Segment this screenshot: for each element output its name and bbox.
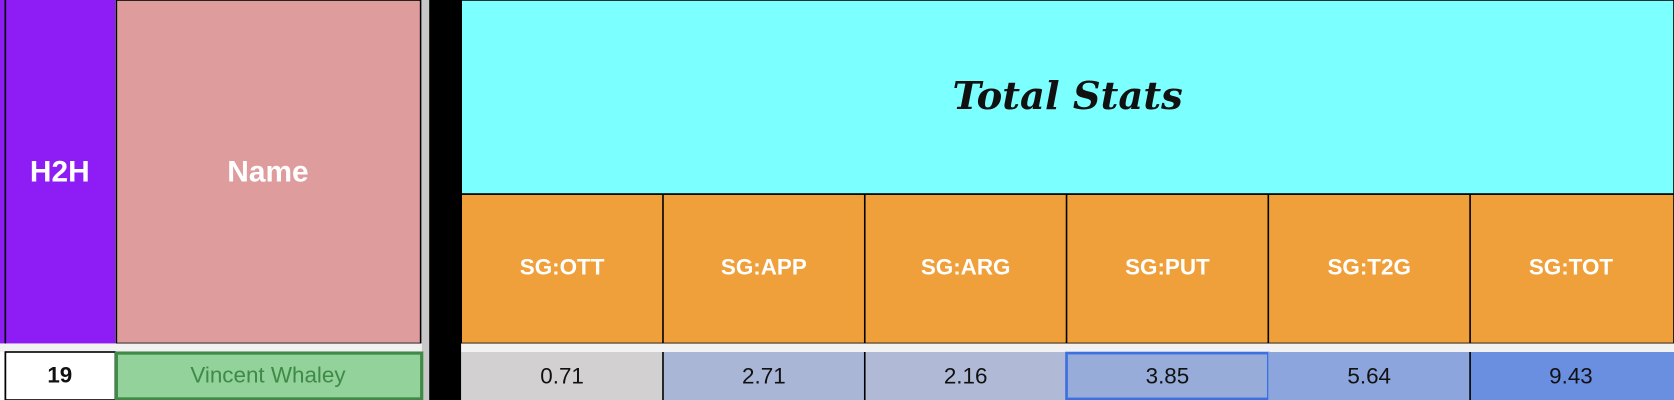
h2h-value: 19 bbox=[47, 362, 72, 387]
column-header-band bbox=[460, 193, 1674, 345]
column-header: SG:APP bbox=[721, 255, 807, 280]
player-name: Vincent Whaley bbox=[190, 362, 346, 387]
row-dividers bbox=[662, 352, 1471, 400]
separator bbox=[421, 0, 430, 400]
h2h-header: H2H bbox=[30, 156, 90, 189]
column-header: SG:PUT bbox=[1125, 255, 1210, 280]
column-header: SG:T2G bbox=[1328, 255, 1411, 280]
stat-value: 2.71 bbox=[742, 364, 786, 389]
stat-value: 5.64 bbox=[1347, 364, 1391, 389]
value-cell bbox=[1268, 352, 1471, 400]
stat-value: 0.71 bbox=[540, 364, 584, 389]
h2h-header-cell bbox=[0, 0, 116, 344]
row-gap bbox=[0, 343, 422, 352]
column-dividers bbox=[662, 194, 1471, 344]
value-cell bbox=[461, 352, 663, 400]
black-column bbox=[429, 0, 462, 400]
group-header-cell bbox=[460, 0, 1674, 195]
value-cell bbox=[1065, 351, 1270, 400]
value-cell bbox=[864, 352, 1067, 400]
stat-value: 9.43 bbox=[1549, 364, 1593, 389]
row-gap bbox=[461, 343, 1674, 352]
stat-value: 3.85 bbox=[1146, 364, 1190, 389]
group-title: Total Stats bbox=[952, 74, 1182, 119]
column-header: SG:OTT bbox=[520, 255, 605, 280]
stat-value: 2.16 bbox=[944, 364, 988, 389]
name-header: Name bbox=[227, 156, 308, 189]
column-header: SG:TOT bbox=[1529, 255, 1614, 280]
value-cell bbox=[1470, 352, 1674, 400]
column-header: SG:ARG bbox=[921, 255, 1011, 280]
name-cell bbox=[114, 351, 424, 400]
name-header-cell bbox=[115, 0, 422, 345]
value-cell bbox=[662, 352, 865, 400]
